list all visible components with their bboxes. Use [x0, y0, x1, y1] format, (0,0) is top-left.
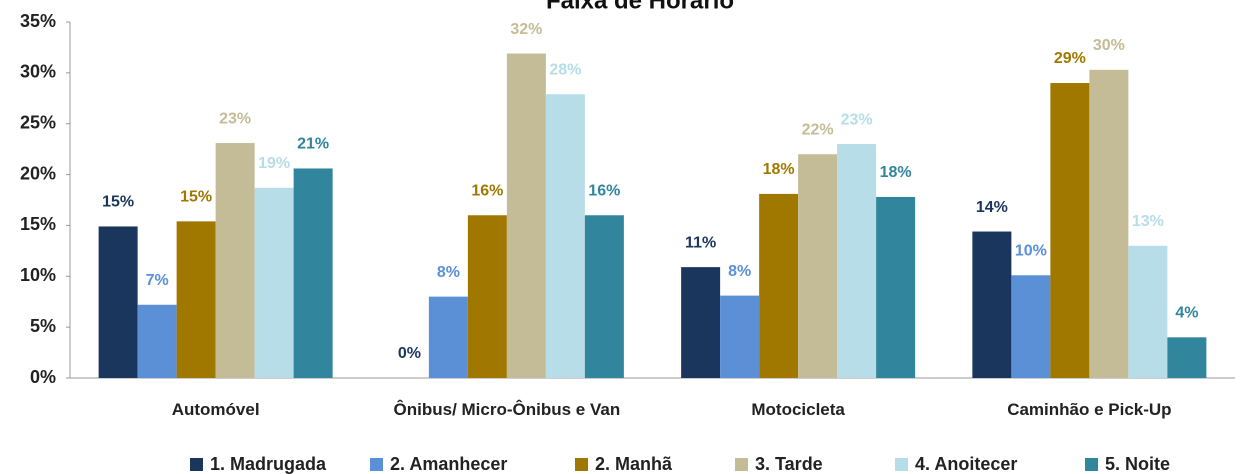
- data-label: 16%: [471, 182, 503, 199]
- chart-title: Faixa de Horário: [546, 0, 734, 14]
- bar: [876, 196, 916, 378]
- legend-swatch: [895, 458, 908, 471]
- bar: [467, 215, 507, 378]
- legend-swatch: [190, 458, 203, 471]
- bar: [681, 267, 721, 378]
- data-label: 8%: [728, 263, 751, 280]
- bar: [1011, 275, 1051, 378]
- data-label: 23%: [219, 110, 251, 127]
- bar: [98, 226, 138, 378]
- y-tick-label: 15%: [20, 214, 56, 234]
- legend-label: 1. Madrugada: [210, 454, 327, 474]
- legend-label: 2. Manhã: [595, 454, 673, 474]
- x-tick-label: Automóvel: [171, 400, 260, 419]
- bar: [215, 143, 255, 378]
- legend-swatch: [735, 458, 748, 471]
- data-label: 19%: [258, 155, 290, 172]
- data-label: 13%: [1132, 213, 1164, 230]
- bar: [972, 231, 1012, 378]
- data-label: 8%: [437, 264, 460, 281]
- x-tick-label: Motocicleta: [751, 400, 845, 419]
- x-tick-label: Ônibus/ Micro-Ônibus e Van: [393, 400, 621, 419]
- y-tick-label: 0%: [30, 367, 56, 387]
- legend-label: 4. Anoitecer: [915, 454, 1017, 474]
- data-label: 10%: [1015, 242, 1047, 259]
- y-tick-label: 10%: [20, 265, 56, 285]
- data-label: 30%: [1093, 37, 1125, 54]
- bar: [545, 94, 585, 379]
- y-tick-label: 30%: [20, 62, 56, 82]
- legend-swatch: [1085, 458, 1098, 471]
- legend-swatch: [575, 458, 588, 471]
- y-tick-label: 25%: [20, 112, 56, 132]
- data-label: 0%: [398, 345, 421, 362]
- bar: [506, 53, 546, 378]
- bar: [254, 187, 294, 378]
- bar: [428, 296, 468, 378]
- bar: [293, 168, 333, 378]
- legend-swatch: [370, 458, 383, 471]
- y-tick-label: 5%: [30, 316, 56, 336]
- data-label: 7%: [146, 272, 169, 289]
- bar: [798, 154, 838, 378]
- legend-label: 2. Amanhecer: [390, 454, 507, 474]
- data-label: 18%: [880, 164, 912, 181]
- data-label: 11%: [685, 234, 716, 251]
- legend-label: 3. Tarde: [755, 454, 823, 474]
- legend-label: 5. Noite: [1105, 454, 1170, 474]
- data-label: 23%: [841, 111, 873, 128]
- bar: [720, 295, 760, 378]
- data-label: 21%: [297, 136, 329, 153]
- bar: [1050, 83, 1090, 379]
- y-tick-label: 35%: [20, 11, 56, 31]
- data-label: 28%: [549, 61, 581, 78]
- bar: [1128, 245, 1168, 378]
- bar: [759, 193, 799, 378]
- data-label: 15%: [102, 194, 134, 211]
- x-tick-label: Caminhão e Pick-Up: [1007, 400, 1172, 419]
- bar: [1089, 69, 1129, 378]
- data-label: 22%: [802, 121, 834, 138]
- bar: [1167, 337, 1207, 378]
- y-tick-label: 20%: [20, 163, 56, 183]
- bar: [176, 221, 216, 378]
- data-label: 29%: [1054, 50, 1086, 67]
- bar: [584, 215, 624, 378]
- data-label: 32%: [510, 21, 542, 38]
- bar: [137, 304, 177, 378]
- bar: [837, 144, 877, 378]
- data-label: 4%: [1175, 305, 1198, 322]
- data-label: 18%: [763, 161, 795, 178]
- data-label: 14%: [976, 199, 1008, 216]
- data-label: 15%: [180, 189, 212, 206]
- data-label: 16%: [588, 182, 620, 199]
